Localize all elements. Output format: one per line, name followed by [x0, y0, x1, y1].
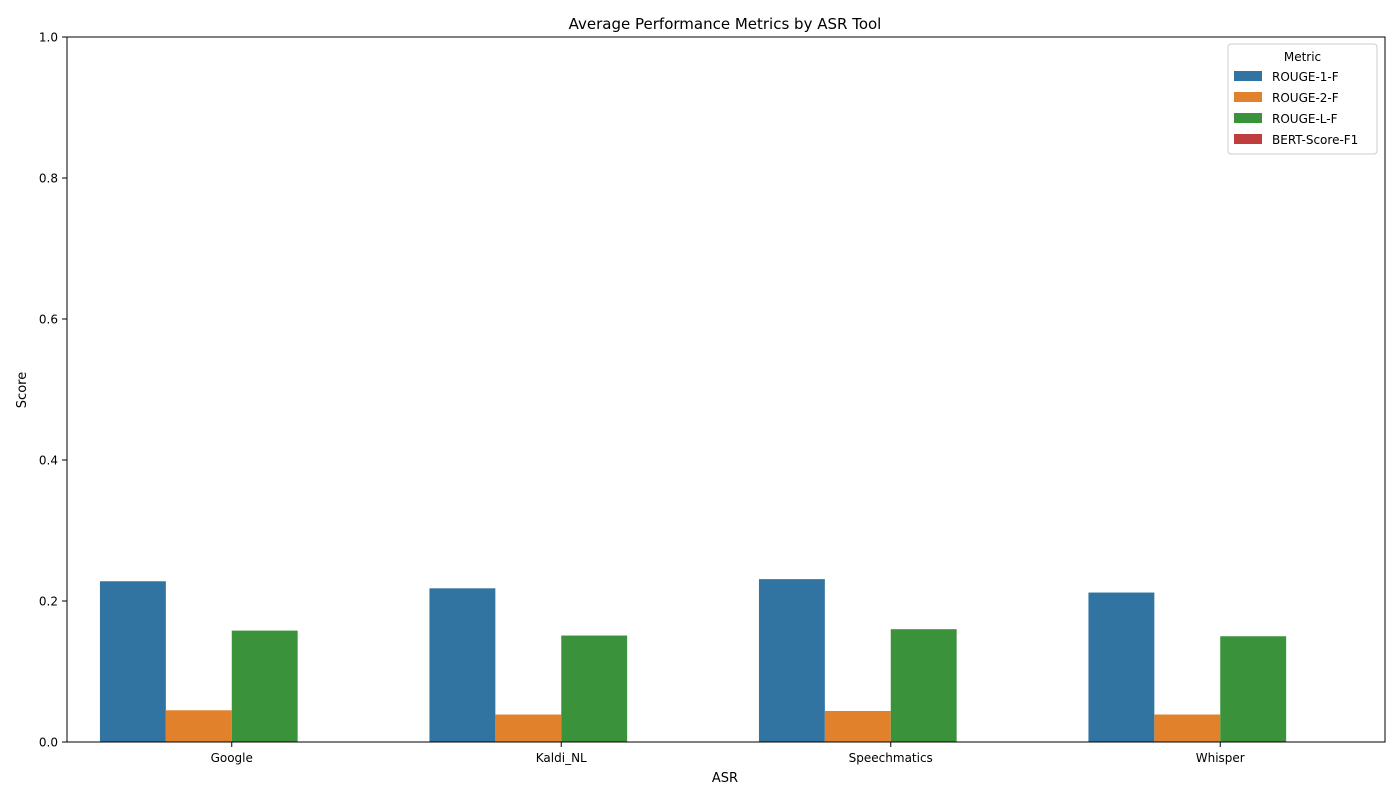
legend-swatch-bert-score-f1: [1234, 134, 1262, 144]
legend-swatch-rouge-l-f: [1234, 113, 1262, 123]
legend: Metric ROUGE-1-F ROUGE-2-F ROUGE-L-F BERT-Sc…: [1227, 43, 1378, 155]
y-tick-label: 0.4: [39, 454, 58, 468]
y-tick-label: 0.8: [39, 172, 58, 186]
y-axis-label: Score: [15, 372, 30, 408]
x-tick-label: Google: [211, 751, 253, 765]
legend-label-rouge-1-f: ROUGE-1-F: [1272, 70, 1339, 84]
bar-rouge-1-f-google: [99, 581, 166, 742]
bar-rouge-1-f-kaldi_nl: [429, 588, 496, 742]
y-tick-label: 0.0: [39, 736, 58, 750]
bar-rouge-2-f-whisper: [1154, 714, 1221, 742]
bar-rouge-l-f-whisper: [1220, 636, 1287, 742]
bar-rouge-1-f-whisper: [1088, 592, 1155, 742]
bar-rouge-2-f-kaldi_nl: [495, 714, 562, 742]
bar-rouge-2-f-google: [165, 710, 232, 742]
legend-swatch-rouge-1-f: [1234, 71, 1262, 81]
x-tick-label: Whisper: [1196, 751, 1245, 765]
bar-rouge-2-f-speechmatics: [824, 710, 891, 742]
chart-title: Average Performance Metrics by ASR Tool: [569, 15, 882, 33]
bar-rouge-l-f-google: [231, 630, 298, 742]
legend-box: [1227, 43, 1378, 155]
x-axis-label: ASR: [712, 771, 738, 786]
legend-label-bert-score-f1: BERT-Score-F1: [1272, 133, 1358, 147]
x-tick-label: Kaldi_NL: [536, 751, 587, 765]
bar-rouge-l-f-kaldi_nl: [561, 635, 628, 742]
plot-frame: [66, 36, 1386, 743]
axes-group: 0.0 0.2 0.4 0.6 0.8 1.0 Google Kaldi_NL Speechma…: [39, 31, 1386, 765]
legend-label-rouge-2-f: ROUGE-2-F: [1272, 91, 1339, 105]
y-tick-label: 1.0: [39, 31, 58, 45]
y-tick-label: 0.6: [39, 313, 58, 327]
bars-group: [99, 579, 1287, 742]
legend-swatch-rouge-2-f: [1234, 92, 1262, 102]
legend-label-rouge-l-f: ROUGE-L-F: [1272, 112, 1338, 126]
y-tick-label: 0.2: [39, 595, 58, 609]
bar-rouge-1-f-speechmatics: [758, 579, 825, 742]
x-tick-label: Speechmatics: [849, 751, 933, 765]
bar-rouge-l-f-speechmatics: [890, 629, 957, 742]
legend-title: Metric: [1284, 50, 1321, 64]
